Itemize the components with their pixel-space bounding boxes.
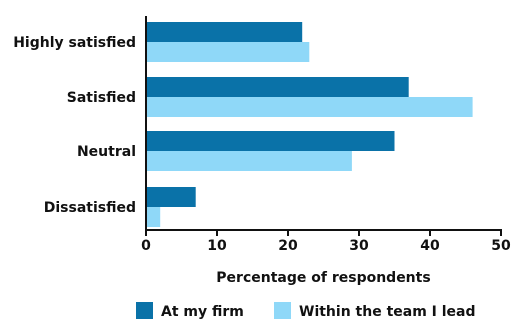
x-tick-label-40: 40 [420, 238, 440, 254]
x-tick-label-10: 10 [207, 238, 227, 254]
bar-satisfied-within-the-team-i-lead [146, 97, 473, 117]
bars-group [146, 22, 473, 227]
bar-satisfied-at-my-firm [146, 77, 409, 97]
bar-highly-satisfied-within-the-team-i-lead [146, 42, 310, 62]
x-axis-ticks: 0 10 20 30 40 50 [141, 230, 511, 254]
legend-label-within-team: Within the team I lead [299, 304, 476, 320]
category-label-neutral: Neutral [77, 144, 136, 160]
legend-swatch-at-my-firm [136, 302, 153, 319]
legend-label-at-my-firm: At my firm [161, 304, 244, 320]
bar-dissatisfied-at-my-firm [146, 187, 196, 207]
bar-neutral-within-the-team-i-lead [146, 151, 352, 171]
x-tick-label-20: 20 [278, 238, 298, 254]
x-axis-title: Percentage of respondents [216, 270, 430, 286]
bar-dissatisfied-within-the-team-i-lead [146, 207, 161, 227]
category-labels: Highly satisfied Satisfied Neutral Dissatis… [13, 35, 136, 216]
x-tick-label-0: 0 [141, 238, 151, 254]
legend: At my firm Within the team I lead [136, 302, 476, 320]
bar-highly-satisfied-at-my-firm [146, 22, 303, 42]
category-label-satisfied: Satisfied [67, 90, 136, 106]
x-tick-label-30: 30 [349, 238, 369, 254]
category-label-highly-satisfied: Highly satisfied [13, 35, 136, 51]
legend-swatch-within-team [274, 302, 291, 319]
bar-neutral-at-my-firm [146, 131, 395, 151]
category-label-dissatisfied: Dissatisfied [44, 200, 136, 216]
x-tick-label-50: 50 [491, 238, 511, 254]
